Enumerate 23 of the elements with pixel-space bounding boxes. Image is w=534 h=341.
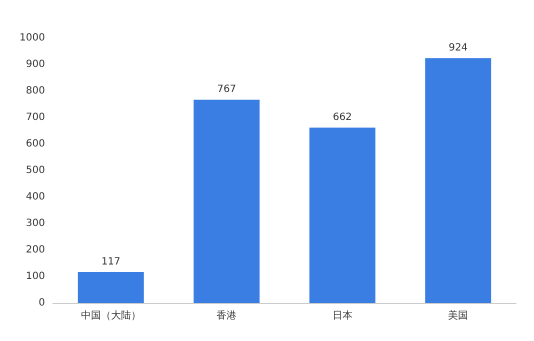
bar [194, 100, 260, 303]
y-tick-label: 300 [26, 218, 45, 229]
bar [309, 128, 376, 303]
bar [425, 58, 492, 303]
x-tick-label: 日本 [332, 310, 352, 322]
x-tick-label: 香港 [216, 310, 237, 322]
x-tick-label: 美国 [448, 310, 468, 322]
y-tick-label: 900 [26, 59, 45, 70]
y-tick-label: 800 [26, 86, 45, 96]
bar [78, 272, 144, 303]
y-tick-label: 200 [26, 244, 45, 256]
y-tick-label: 100 [26, 271, 45, 282]
y-tick-label: 1000 [20, 32, 45, 44]
data-label: 767 [217, 84, 236, 96]
y-tick-label: 500 [26, 165, 45, 176]
y-tick-label: 0 [38, 298, 45, 308]
data-label: 662 [332, 112, 352, 124]
x-tick-label: 中国（大陆） [80, 310, 141, 322]
data-label: 117 [101, 256, 120, 268]
y-tick-label: 400 [26, 192, 45, 202]
data-label: 924 [448, 42, 468, 54]
y-tick-label: 600 [26, 138, 45, 150]
y-tick-label: 700 [26, 112, 45, 123]
